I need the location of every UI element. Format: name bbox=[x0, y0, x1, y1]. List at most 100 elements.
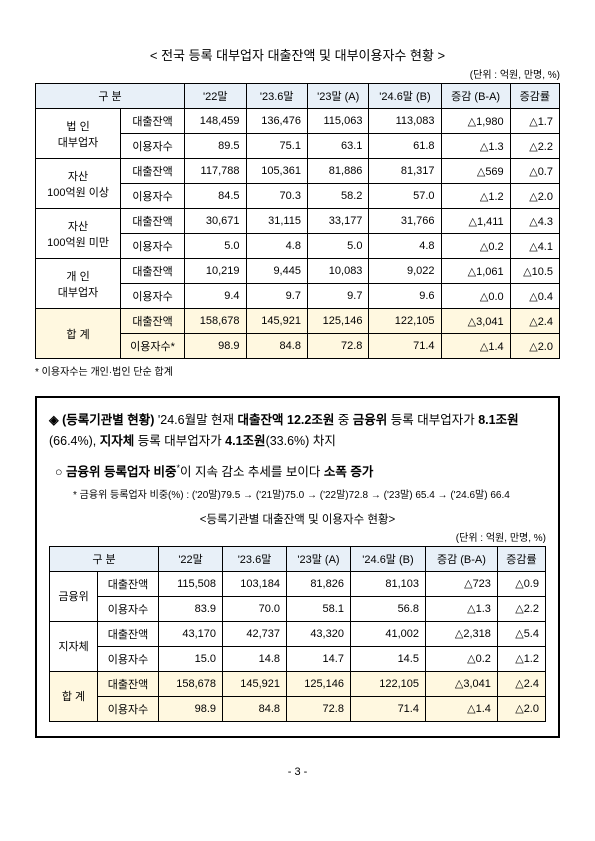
box-head-loc: 지자체 bbox=[100, 434, 135, 448]
th2-236: '23.6말 bbox=[223, 546, 287, 571]
th2-23: '23말 (A) bbox=[287, 546, 351, 571]
row-group: 개 인대부업자 bbox=[36, 259, 121, 309]
box-head-sep: , bbox=[93, 434, 100, 448]
cell: 148,459 bbox=[185, 109, 246, 134]
cell: 43,320 bbox=[287, 621, 351, 646]
cell: 9.7 bbox=[246, 284, 307, 309]
cell: 9.6 bbox=[369, 284, 441, 309]
cell: △1.7 bbox=[510, 109, 559, 134]
th-22: '22말 bbox=[185, 84, 246, 109]
cell: 10,219 bbox=[185, 259, 246, 284]
cell: 103,184 bbox=[223, 571, 287, 596]
cell: △2.2 bbox=[497, 596, 545, 621]
cell: 41,002 bbox=[350, 621, 425, 646]
cell: 4.8 bbox=[246, 234, 307, 259]
sub-mid: 이 지속 감소 추세를 보이다 bbox=[180, 465, 324, 479]
table1-unit: (단위 : 억원, 만명, %) bbox=[35, 66, 560, 81]
cell: 42,737 bbox=[223, 621, 287, 646]
th-236: '23.6말 bbox=[246, 84, 307, 109]
box-head-mid: 중 bbox=[334, 413, 352, 427]
th2-rate: 증감률 bbox=[497, 546, 545, 571]
cell: 145,921 bbox=[246, 309, 307, 334]
cell: △4.3 bbox=[510, 209, 559, 234]
row-group: 자산100억원 미만 bbox=[36, 209, 121, 259]
cell: △0.9 bbox=[497, 571, 545, 596]
cell: 58.2 bbox=[307, 184, 368, 209]
row-metric: 이용자수 bbox=[121, 184, 185, 209]
cell: 14.7 bbox=[287, 646, 351, 671]
box-note: * 금융위 등록업자 비중(%) : ('20말)79.5 → ('21말)75… bbox=[73, 486, 546, 501]
summary-box: ◈ (등록기관별 현황) '24.6월말 현재 대출잔액 12.2조원 중 금융… bbox=[35, 396, 560, 738]
cell: △2.0 bbox=[510, 334, 559, 359]
cell: △4.1 bbox=[510, 234, 559, 259]
cell: 9,445 bbox=[246, 259, 307, 284]
box-headline: ◈ (등록기관별 현황) '24.6월말 현재 대출잔액 12.2조원 중 금융… bbox=[49, 410, 546, 453]
cell: △0.4 bbox=[510, 284, 559, 309]
cell: △1,411 bbox=[441, 209, 510, 234]
th-246: '24.6말 (B) bbox=[369, 84, 441, 109]
cell: 84.5 bbox=[185, 184, 246, 209]
row-metric: 이용자수 bbox=[121, 134, 185, 159]
row-metric: 대출잔액 bbox=[121, 259, 185, 284]
cell: 5.0 bbox=[307, 234, 368, 259]
page-number: - 3 - bbox=[35, 766, 560, 778]
cell: △1.4 bbox=[441, 334, 510, 359]
cell: 125,146 bbox=[307, 309, 368, 334]
row-metric: 이용자수 bbox=[121, 234, 185, 259]
box-head-loc-amt: 4.1조원 bbox=[225, 434, 265, 448]
cell: 4.8 bbox=[369, 234, 441, 259]
cell: 158,678 bbox=[185, 309, 246, 334]
row-group: 금융위 bbox=[50, 571, 98, 621]
cell: 89.5 bbox=[185, 134, 246, 159]
cell: 14.5 bbox=[350, 646, 425, 671]
cell: 115,063 bbox=[307, 109, 368, 134]
cell: 72.8 bbox=[307, 334, 368, 359]
cell: △2,318 bbox=[425, 621, 497, 646]
cell: 136,476 bbox=[246, 109, 307, 134]
box-sub: ○ 금융위 등록업자 비중*이 지속 감소 추세를 보이다 소폭 증가 bbox=[49, 461, 546, 480]
cell: 31,115 bbox=[246, 209, 307, 234]
cell: 75.1 bbox=[246, 134, 307, 159]
cell: △1.3 bbox=[425, 596, 497, 621]
table2: 구 분 '22말 '23.6말 '23말 (A) '24.6말 (B) 증감 (… bbox=[49, 546, 546, 722]
cell: 58.1 bbox=[287, 596, 351, 621]
cell: 98.9 bbox=[185, 334, 246, 359]
table2-unit: (단위 : 억원, 만명, %) bbox=[49, 529, 546, 544]
cell: 56.8 bbox=[350, 596, 425, 621]
cell: 9.7 bbox=[307, 284, 368, 309]
cell: 57.0 bbox=[369, 184, 441, 209]
cell: 122,105 bbox=[350, 671, 425, 696]
row-metric: 대출잔액 bbox=[121, 159, 185, 184]
box-head-tail: 차지 bbox=[309, 434, 335, 448]
box-head-pre: ◈ (등록기관별 현황) bbox=[49, 413, 154, 427]
cell: △2.4 bbox=[497, 671, 545, 696]
row-metric: 대출잔액 bbox=[98, 571, 159, 596]
th2-category: 구 분 bbox=[50, 546, 159, 571]
cell: 81,886 bbox=[307, 159, 368, 184]
box-head-fsc-pct: (66.4%) bbox=[49, 434, 93, 448]
cell: 14.8 bbox=[223, 646, 287, 671]
box-head-body: '24.6월말 현재 bbox=[154, 413, 237, 427]
cell: △0.2 bbox=[441, 234, 510, 259]
cell: 113,083 bbox=[369, 109, 441, 134]
cell: △1.3 bbox=[441, 134, 510, 159]
cell: △1,061 bbox=[441, 259, 510, 284]
cell: 43,170 bbox=[159, 621, 223, 646]
cell: △2.0 bbox=[497, 696, 545, 721]
cell: △0.0 bbox=[441, 284, 510, 309]
row-metric: 대출잔액 bbox=[98, 671, 159, 696]
row-metric: 대출잔액 bbox=[121, 109, 185, 134]
box-head-fsc: 금융위 bbox=[353, 413, 388, 427]
cell: 70.3 bbox=[246, 184, 307, 209]
cell: △10.5 bbox=[510, 259, 559, 284]
cell: 10,083 bbox=[307, 259, 368, 284]
cell: 81,103 bbox=[350, 571, 425, 596]
cell: △2.4 bbox=[510, 309, 559, 334]
cell: △1.2 bbox=[441, 184, 510, 209]
th-category: 구 분 bbox=[36, 84, 185, 109]
cell: 117,788 bbox=[185, 159, 246, 184]
box-head-after1: 등록 대부업자가 bbox=[387, 413, 478, 427]
th2-246: '24.6말 (B) bbox=[350, 546, 425, 571]
cell: 125,146 bbox=[287, 671, 351, 696]
cell: 84.8 bbox=[223, 696, 287, 721]
